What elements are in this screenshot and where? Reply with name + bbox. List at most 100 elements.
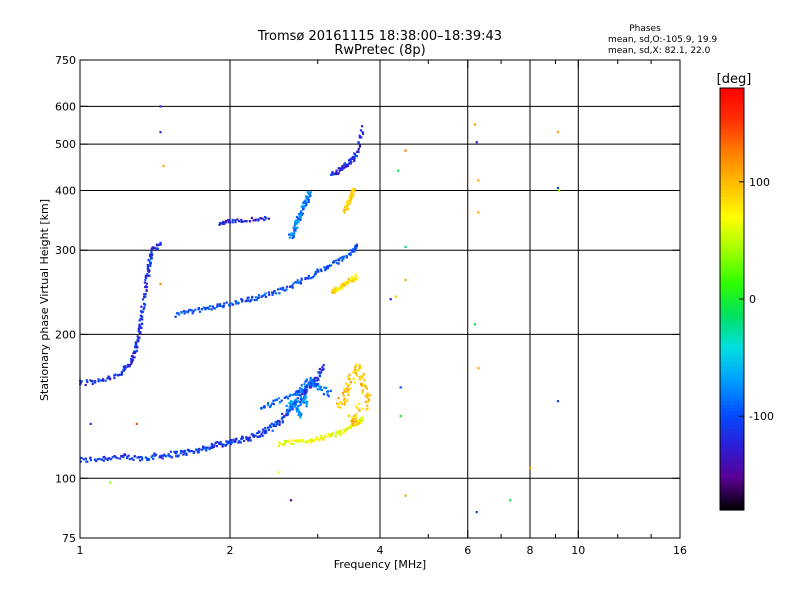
colorbar-band — [720, 369, 744, 374]
data-point — [302, 389, 305, 392]
data-point — [350, 249, 353, 252]
data-point — [261, 434, 264, 437]
data-point — [345, 202, 348, 205]
colorbar-band — [720, 376, 744, 381]
colorbar-band — [720, 140, 744, 145]
data-point — [399, 415, 402, 418]
data-point — [249, 439, 252, 442]
data-point — [347, 280, 350, 283]
colorbar-band — [720, 362, 744, 367]
data-point — [307, 200, 310, 203]
colorbar-band — [720, 453, 744, 458]
data-point — [304, 389, 307, 393]
data-point — [320, 388, 323, 391]
data-point — [147, 265, 150, 268]
data-point — [159, 105, 162, 108]
data-point — [304, 200, 307, 203]
colorbar-band — [720, 386, 744, 392]
data-point — [318, 375, 322, 378]
data-point — [323, 266, 326, 269]
data-point — [318, 388, 321, 391]
data-point — [354, 244, 357, 247]
data-point — [149, 256, 153, 259]
data-point — [126, 456, 129, 459]
data-point — [170, 456, 173, 459]
data-point — [281, 443, 284, 446]
data-point — [359, 383, 363, 386]
data-point — [142, 308, 145, 311]
colorbar-tick-label: -100 — [749, 410, 774, 423]
data-point — [214, 307, 217, 310]
data-point — [354, 417, 357, 421]
data-point — [349, 278, 352, 282]
data-point — [218, 223, 221, 226]
data-point — [206, 446, 209, 449]
data-point — [200, 308, 203, 311]
data-point — [318, 438, 321, 441]
data-point — [212, 445, 215, 448]
data-point — [364, 400, 367, 403]
data-point — [231, 218, 234, 222]
data-point — [124, 453, 127, 457]
data-point — [285, 440, 288, 443]
data-point — [354, 372, 357, 375]
data-point — [362, 373, 366, 376]
data-point — [356, 423, 359, 426]
data-point — [210, 308, 213, 311]
data-point — [359, 129, 363, 132]
data-point — [335, 169, 338, 172]
colorbar-band — [720, 358, 744, 363]
data-point — [350, 279, 353, 282]
data-point — [347, 277, 350, 280]
data-point — [278, 420, 281, 424]
data-point — [321, 366, 324, 369]
data-point — [141, 456, 144, 459]
data-point — [149, 253, 152, 256]
data-point — [354, 273, 357, 276]
data-point — [345, 390, 348, 393]
data-point — [296, 226, 299, 229]
colorbar-band — [720, 154, 744, 159]
data-point — [215, 445, 218, 448]
colorbar-tick-label: 0 — [749, 293, 756, 306]
data-point — [161, 454, 164, 457]
colorbar-band — [720, 411, 744, 416]
data-point — [299, 414, 302, 417]
data-point — [257, 294, 261, 297]
colorbar-band — [720, 485, 744, 490]
data-point — [136, 335, 139, 338]
data-point — [331, 289, 334, 292]
colorbar-band — [720, 116, 744, 121]
data-point — [159, 454, 162, 457]
data-point — [313, 440, 316, 443]
data-point — [298, 214, 301, 217]
data-point — [297, 281, 300, 284]
data-point — [311, 439, 314, 442]
data-point — [362, 132, 365, 135]
data-point — [361, 131, 364, 134]
data-point — [334, 288, 337, 291]
data-point — [257, 218, 260, 221]
data-point — [179, 452, 182, 455]
data-point — [309, 378, 312, 381]
data-point — [298, 213, 301, 216]
data-point — [353, 156, 356, 159]
colorbar-band — [720, 137, 744, 142]
data-point — [282, 286, 285, 289]
data-point — [304, 202, 307, 205]
data-point — [242, 220, 245, 223]
data-point — [118, 373, 122, 376]
data-point — [263, 219, 266, 222]
data-point — [299, 211, 302, 214]
colorbar-band — [720, 165, 744, 170]
data-point — [133, 350, 136, 353]
colorbar: 100 0 -100 — [719, 87, 774, 511]
data-point — [342, 432, 345, 435]
data-point — [110, 458, 113, 461]
data-point — [228, 218, 231, 222]
data-point — [183, 312, 186, 315]
data-point — [295, 398, 298, 401]
data-point — [324, 435, 327, 439]
data-point — [293, 439, 296, 442]
data-point — [304, 391, 307, 394]
